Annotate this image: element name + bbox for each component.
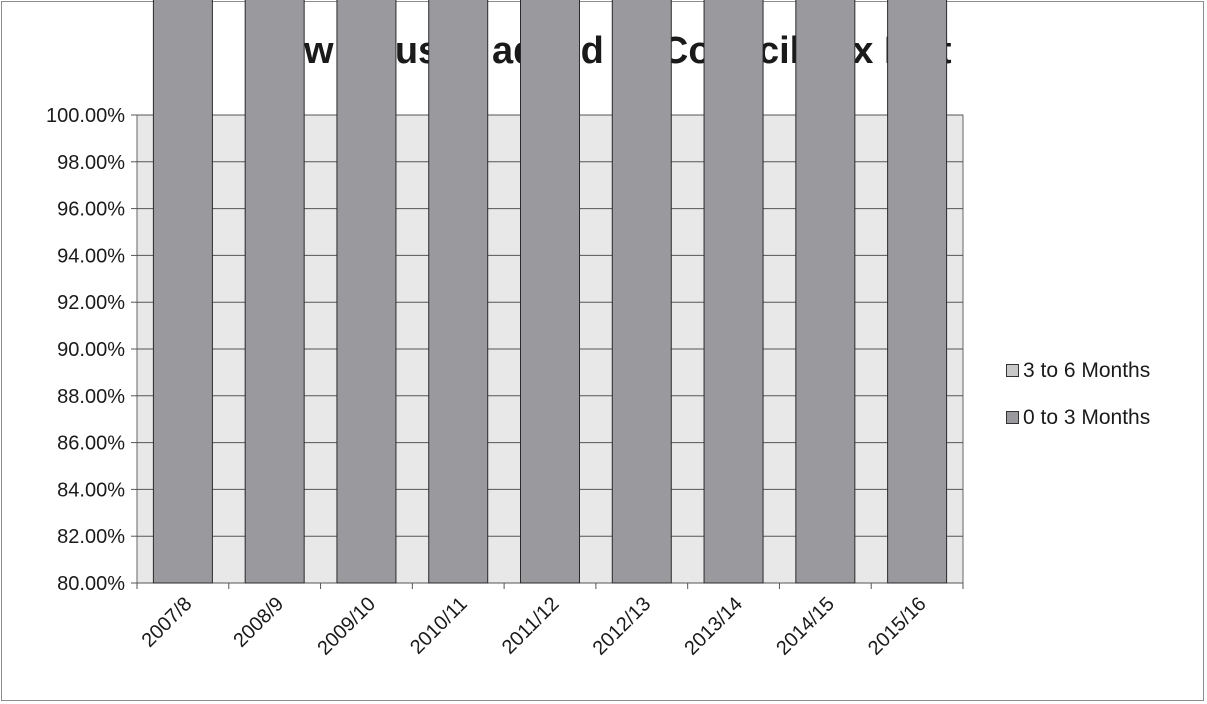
y-tick-label: 90.00% [57, 339, 125, 361]
legend-item-3-to-6-months: 3 to 6 Months [1006, 358, 1150, 383]
legend-swatch-0-to-3-months [1006, 411, 1019, 424]
x-tick-label: 2015/16 [864, 593, 931, 660]
y-tick-label: 94.00% [57, 245, 125, 267]
y-tick-label: 80.00% [57, 573, 125, 595]
x-tick-label: 2010/11 [406, 593, 472, 659]
y-tick-label: 100.00% [46, 105, 125, 127]
bar-0-to-3-months [152, 0, 213, 584]
bar-0-to-3-months [428, 0, 489, 584]
y-tick-label: 86.00% [57, 433, 125, 455]
legend-label-3-to-6-months: 3 to 6 Months [1023, 358, 1151, 382]
legend-swatch-3-to-6-months [1006, 364, 1019, 377]
bar-0-to-3-months [795, 0, 856, 584]
x-tick-label: 2014/15 [772, 593, 839, 660]
x-tick-label: 2012/13 [589, 593, 656, 660]
bar-0-to-3-months [887, 0, 948, 584]
y-tick-label: 84.00% [57, 479, 125, 501]
legend-label-0-to-3-months: 0 to 3 Months [1023, 405, 1151, 429]
y-tick-label: 88.00% [57, 386, 125, 408]
bar-0-to-3-months [336, 0, 397, 584]
x-tick-label: 2013/14 [680, 593, 747, 660]
x-tick-label: 2007/8 [138, 593, 197, 652]
legend-item-0-to-3-months: 0 to 3 Months [1006, 405, 1150, 430]
y-tick-label: 98.00% [57, 152, 125, 174]
y-tick-label: 96.00% [57, 199, 125, 221]
bar-0-to-3-months [611, 0, 672, 584]
bar-0-to-3-months [520, 0, 580, 584]
legend: 3 to 6 Months 0 to 3 Months [1006, 358, 1150, 452]
x-tick-label: 2009/10 [313, 593, 380, 660]
x-tick-label: 2011/12 [498, 593, 564, 659]
bar-0-to-3-months [244, 0, 305, 584]
bar-0-to-3-months [703, 0, 764, 584]
x-tick-label: 2008/9 [229, 593, 288, 652]
y-tick-label: 82.00% [57, 526, 125, 548]
y-tick-label: 92.00% [57, 292, 125, 314]
